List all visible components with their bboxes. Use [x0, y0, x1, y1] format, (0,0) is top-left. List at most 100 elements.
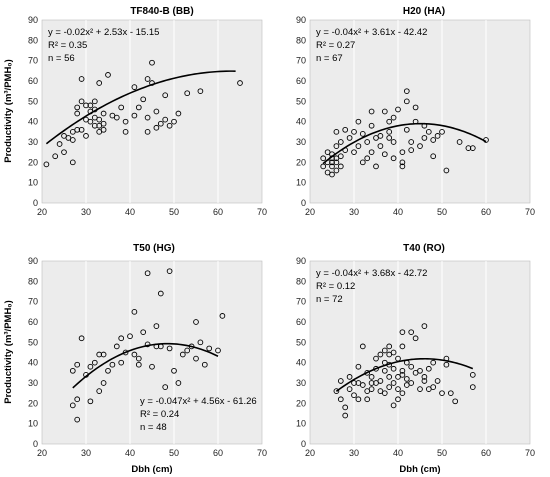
panel-tf840b: TF840-B (BB) 20 30 40 50 60 70 0 10 20 30 40 50 60 7…: [3, 6, 267, 217]
data-point: [184, 90, 191, 97]
data-point: [355, 396, 362, 403]
data-point: [333, 388, 340, 394]
data-point: [105, 72, 111, 78]
x-tick-label: 50: [169, 207, 179, 217]
data-point: [368, 108, 375, 115]
data-point: [135, 355, 142, 362]
data-point: [456, 139, 463, 145]
data-point: [144, 114, 151, 121]
data-point: [373, 355, 379, 362]
panel-title: T50 (HG): [133, 243, 175, 254]
y-tick-labels: 0 10 20 30 40 50 60 70 80 90: [296, 15, 306, 208]
data-point: [439, 128, 445, 135]
plot-area: [309, 19, 531, 204]
r-squared-text: R² = 0.24: [140, 409, 179, 420]
data-point: [144, 128, 151, 135]
y-tick-label: 0: [301, 439, 306, 449]
data-point: [83, 133, 89, 139]
data-points: [333, 323, 476, 419]
data-point: [412, 335, 419, 342]
data-point: [105, 367, 111, 374]
data-point: [96, 388, 103, 394]
data-point: [206, 345, 213, 352]
data-point: [237, 80, 243, 86]
data-point: [390, 114, 397, 121]
data-point: [122, 128, 129, 135]
data-point: [131, 84, 138, 90]
data-point: [69, 367, 76, 374]
data-point: [368, 386, 375, 392]
data-point: [386, 128, 393, 135]
x-tick-label: 30: [349, 448, 359, 458]
data-point: [74, 361, 81, 368]
data-point: [395, 396, 401, 403]
data-point: [381, 151, 388, 158]
data-point: [329, 151, 335, 158]
y-tick-label: 70: [28, 56, 38, 66]
data-point: [333, 159, 340, 166]
data-point: [425, 386, 432, 392]
data-point: [355, 380, 362, 386]
data-point: [452, 398, 459, 405]
data-point: [52, 153, 59, 160]
data-point: [390, 349, 397, 356]
data-point: [337, 139, 344, 145]
x-tick-label: 50: [437, 207, 447, 217]
x-tick-label: 40: [393, 448, 403, 458]
data-point: [144, 341, 151, 348]
data-point: [342, 147, 349, 153]
data-point: [100, 120, 107, 127]
data-point: [346, 374, 353, 380]
y-tick-label: 20: [296, 157, 306, 167]
data-point: [386, 361, 393, 368]
x-tick-label: 20: [37, 207, 47, 217]
data-point: [96, 128, 103, 135]
data-point: [118, 335, 125, 342]
data-point: [390, 365, 397, 372]
data-point: [87, 398, 94, 405]
data-point: [324, 149, 331, 156]
data-point: [175, 380, 182, 386]
data-point: [408, 139, 415, 145]
x-tick-label: 20: [305, 448, 315, 458]
data-point: [359, 159, 366, 166]
r-squared-text: R² = 0.27: [316, 40, 355, 51]
data-point: [162, 116, 169, 123]
data-point: [83, 116, 89, 123]
x-tick-label: 40: [393, 207, 403, 217]
data-point: [100, 126, 107, 133]
data-point: [337, 163, 344, 170]
data-point: [368, 122, 375, 129]
y-tick-label: 50: [28, 337, 38, 347]
y-tick-label: 90: [296, 15, 306, 25]
data-point: [469, 372, 476, 378]
data-point: [417, 143, 423, 149]
y-tick-label: 10: [296, 419, 306, 429]
y-tick-label: 0: [33, 198, 38, 208]
data-point: [157, 290, 164, 297]
data-point: [399, 163, 406, 170]
data-point: [193, 355, 199, 362]
data-point: [109, 112, 116, 119]
data-point: [162, 384, 169, 390]
data-point: [430, 359, 437, 366]
y-axis-label: Productivity (m³/PMH₀): [3, 300, 14, 404]
data-point: [381, 347, 388, 354]
data-point: [399, 329, 406, 336]
data-point: [78, 126, 85, 133]
data-point: [443, 355, 450, 362]
data-point: [421, 135, 428, 141]
data-point: [403, 382, 410, 388]
data-point: [381, 359, 388, 366]
data-point: [135, 361, 142, 368]
data-point: [333, 128, 340, 135]
n-text: n = 67: [316, 53, 343, 64]
data-point: [355, 363, 362, 370]
data-point: [131, 308, 138, 315]
x-tick-label: 70: [257, 448, 267, 458]
equation-box: y = -0.04x² + 3.68x - 42.72 R² = 0.12 n …: [316, 268, 427, 305]
data-point: [215, 347, 221, 354]
data-point: [149, 59, 155, 66]
data-point: [377, 133, 384, 139]
